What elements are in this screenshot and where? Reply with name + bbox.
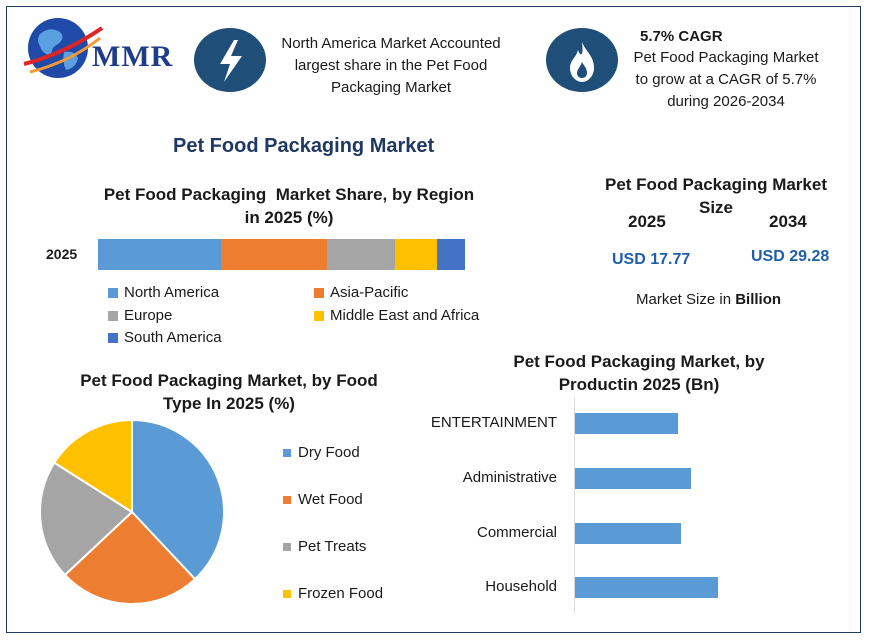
pie-legend-item: Pet Treats (283, 538, 366, 555)
legend-swatch (283, 589, 291, 598)
product-chart-title: Pet Food Packaging Market, by Productin … (513, 352, 765, 394)
product-axis-line (574, 398, 575, 613)
lightning-icon (194, 28, 266, 92)
cagr-title: 5.7% CAGR (640, 28, 723, 45)
size-unit-bold: Billion (735, 291, 782, 308)
info-north-america: North America Market Accounted largest s… (281, 35, 501, 96)
stacked-bar-segment-asia-pacific (220, 239, 328, 270)
size-value-2025: USD 17.77 (612, 251, 691, 268)
product-category-label: Administrative (462, 469, 557, 486)
pie-slice-wet-food (63, 510, 197, 605)
pie-slice-frozen-food (52, 420, 133, 514)
region-legend-item: North America (108, 284, 219, 301)
stacked-bar (98, 239, 465, 270)
pie-chart (39, 420, 225, 605)
size-unit-prefix: Market Size in (636, 291, 736, 308)
flame-icon (546, 28, 618, 92)
stacked-bar-segment-north-america (98, 239, 221, 270)
logo-text: MMR (92, 40, 174, 73)
size-value-2034: USD 29.28 (751, 248, 830, 265)
region-chart-title: Pet Food Packaging Market Share, by Regi… (103, 185, 479, 227)
product-category-label: Household (485, 578, 557, 595)
legend-swatch (283, 495, 291, 504)
size-unit-note: Market Size in Billion (636, 291, 781, 308)
logo: MMR (14, 12, 184, 82)
legend-label: Middle East and Africa (330, 307, 480, 324)
pie-chart-title: Pet Food Packaging Market, by Food Type … (80, 371, 378, 413)
pie-legend-item: Dry Food (283, 444, 360, 461)
size-year-2025: 2025 (628, 212, 666, 231)
stacked-bar-segment-south-america (437, 239, 465, 270)
stacked-bar-segment-europe (327, 239, 396, 270)
legend-label: Asia-Pacific (330, 284, 409, 301)
region-legend-item: South America (108, 329, 222, 346)
legend-label: South America (124, 329, 222, 346)
legend-label: Pet Treats (298, 538, 367, 555)
legend-label: Wet Food (298, 491, 363, 508)
product-category-label: Commercial (476, 524, 557, 541)
pie-slice-dry-food (131, 420, 225, 581)
pie-slice-pet-treats (39, 461, 134, 577)
stacked-bar-segment-middle-east-and-africa (395, 239, 438, 270)
legend-label: Frozen Food (298, 585, 384, 602)
legend-swatch (283, 448, 291, 457)
legend-swatch (108, 310, 118, 321)
product-bar-household (575, 577, 718, 598)
product-bar-commercial (575, 523, 681, 544)
globe-icon (23, 18, 104, 78)
region-legend-item: Europe (108, 307, 172, 324)
legend-swatch (108, 332, 118, 343)
pie-legend-item: Wet Food (283, 491, 363, 508)
legend-swatch (108, 287, 118, 298)
region-legend-item: Middle East and Africa (314, 307, 479, 324)
region-legend-item: Asia-Pacific (314, 284, 408, 301)
legend-swatch (283, 542, 291, 551)
legend-label: Dry Food (298, 444, 360, 461)
pie-legend-item: Frozen Food (283, 585, 383, 602)
legend-swatch (314, 287, 324, 298)
main-title: Pet Food Packaging Market (173, 135, 435, 157)
product-bar-entertainment (575, 413, 678, 434)
legend-label: North America (124, 284, 220, 301)
region-category-label: 2025 (46, 246, 78, 262)
legend-swatch (314, 310, 324, 321)
legend-label: Europe (124, 307, 173, 324)
cagr-text: Pet Food Packaging Market to grow at a C… (633, 49, 819, 110)
product-bar-administrative (575, 468, 691, 489)
size-year-2034: 2034 (769, 212, 807, 231)
product-category-label: ENTERTAINMENT (430, 414, 557, 431)
size-panel-title: Pet Food Packaging Market Size (605, 175, 827, 217)
